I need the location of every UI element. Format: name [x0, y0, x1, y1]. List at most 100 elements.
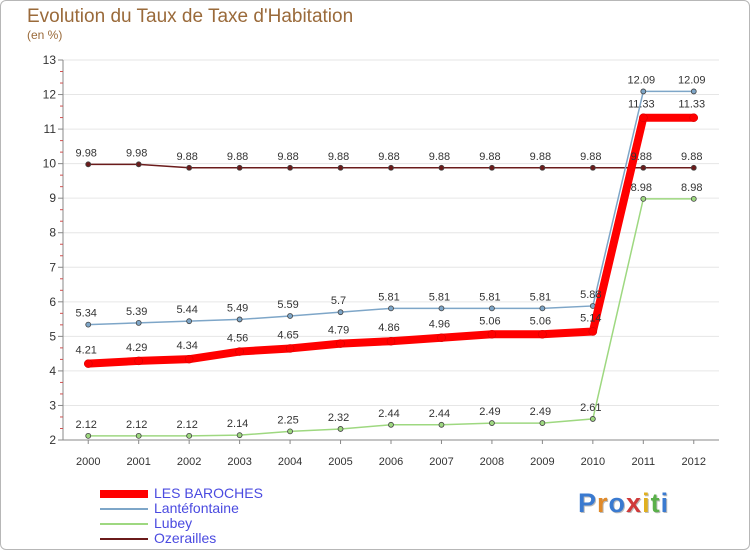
data-label: 11.33	[678, 99, 705, 111]
data-point	[388, 305, 394, 312]
data-point	[388, 164, 394, 171]
data-label: 2.44	[429, 408, 450, 420]
data-point	[337, 164, 344, 171]
logo-letter: o	[608, 488, 627, 518]
chart-title: Evolution du Taux de Taxe d'Habitation	[27, 6, 354, 27]
data-label: 2.12	[126, 419, 147, 431]
data-point	[186, 318, 193, 325]
data-point	[489, 305, 495, 312]
legend-label: Ozerailles	[154, 530, 217, 546]
data-point	[236, 164, 243, 171]
logo-letter: i	[642, 488, 651, 518]
data-label: 2.49	[530, 406, 551, 418]
data-point	[287, 164, 293, 171]
data-label: 8.98	[681, 182, 702, 194]
data-point	[539, 164, 546, 171]
x-tick-label: 2005	[328, 456, 352, 468]
legend-label: Lubey	[154, 515, 193, 531]
y-tick-label: 3	[49, 398, 56, 412]
data-label: 5.88	[580, 289, 601, 301]
data-label: 4.34	[176, 340, 197, 352]
legend-swatch	[100, 538, 148, 540]
data-label: 4.79	[328, 325, 349, 337]
data-label: 5.39	[126, 306, 147, 318]
logo-letter: i	[660, 488, 670, 518]
data-label: 8.98	[631, 182, 652, 194]
data-label: 4.56	[227, 333, 248, 345]
logo-letter: r	[597, 488, 609, 518]
data-point	[690, 195, 697, 202]
logo-letter: P	[578, 488, 598, 518]
data-label: 9.88	[530, 151, 551, 163]
data-label: 4.96	[429, 319, 450, 331]
y-tick-label: 6	[49, 295, 56, 309]
data-label: 2.32	[328, 412, 349, 424]
data-point	[689, 113, 699, 122]
x-tick-label: 2008	[480, 456, 504, 468]
x-tick-label: 2006	[379, 456, 403, 468]
y-tick-label: 7	[49, 260, 56, 274]
data-label: 12.09	[628, 74, 656, 86]
data-point	[539, 420, 546, 426]
x-tick-label: 2010	[581, 456, 605, 468]
data-point	[285, 344, 295, 353]
data-point	[538, 330, 547, 339]
data-label: 2.49	[479, 406, 500, 418]
data-label: 5.59	[277, 299, 298, 311]
data-point	[287, 428, 293, 435]
data-point	[186, 432, 193, 439]
data-label: 9.88	[227, 151, 248, 163]
data-point	[186, 164, 193, 171]
legend-swatch	[100, 523, 148, 525]
data-point	[135, 161, 142, 168]
data-label: 5.49	[227, 302, 248, 314]
data-point	[83, 359, 93, 368]
data-label: 4.86	[378, 322, 399, 334]
data-point	[487, 330, 497, 339]
data-point	[539, 305, 546, 312]
data-label: 9.88	[580, 151, 601, 163]
data-point	[437, 333, 446, 342]
logo-letter: x	[626, 488, 643, 518]
data-label: 5.7	[331, 295, 346, 307]
data-label: 2.61	[580, 402, 601, 414]
data-point	[85, 161, 92, 168]
data-label: 9.88	[378, 151, 399, 163]
data-point	[236, 316, 243, 323]
data-point	[388, 421, 394, 428]
x-tick-label: 2012	[682, 456, 706, 468]
y-tick-label: 11	[44, 122, 57, 136]
y-tick-label: 9	[49, 191, 56, 205]
data-label: 5.81	[479, 291, 500, 303]
legend-label: Lantéfontaine	[154, 500, 239, 516]
data-point	[438, 305, 445, 312]
data-label: 4.65	[277, 329, 298, 341]
data-label: 9.88	[631, 151, 652, 163]
data-label: 5.44	[176, 304, 197, 316]
data-label: 12.09	[678, 74, 706, 86]
x-tick-label: 2001	[126, 456, 150, 468]
logo-letter: t	[650, 488, 661, 518]
x-tick-label: 2007	[429, 456, 453, 468]
data-point	[438, 164, 445, 171]
data-point	[236, 432, 243, 439]
data-label: 2.44	[378, 408, 399, 420]
data-point	[589, 416, 596, 422]
data-point	[640, 88, 647, 95]
data-label: 9.88	[328, 151, 349, 163]
x-tick-label: 2004	[278, 456, 302, 468]
data-label: 2.14	[227, 418, 248, 430]
data-label: 9.88	[176, 151, 197, 163]
y-tick-label: 10	[43, 157, 57, 171]
y-tick-label: 2	[49, 433, 56, 447]
x-tick-label: 2009	[530, 456, 554, 468]
data-point	[690, 164, 697, 171]
data-point	[489, 164, 495, 171]
data-point	[337, 426, 344, 432]
data-point	[489, 420, 495, 426]
data-point	[85, 432, 92, 439]
x-tick-label: 2003	[227, 456, 251, 468]
data-label: 2.12	[176, 419, 197, 431]
legend-label: LES BAROCHES	[154, 485, 263, 501]
